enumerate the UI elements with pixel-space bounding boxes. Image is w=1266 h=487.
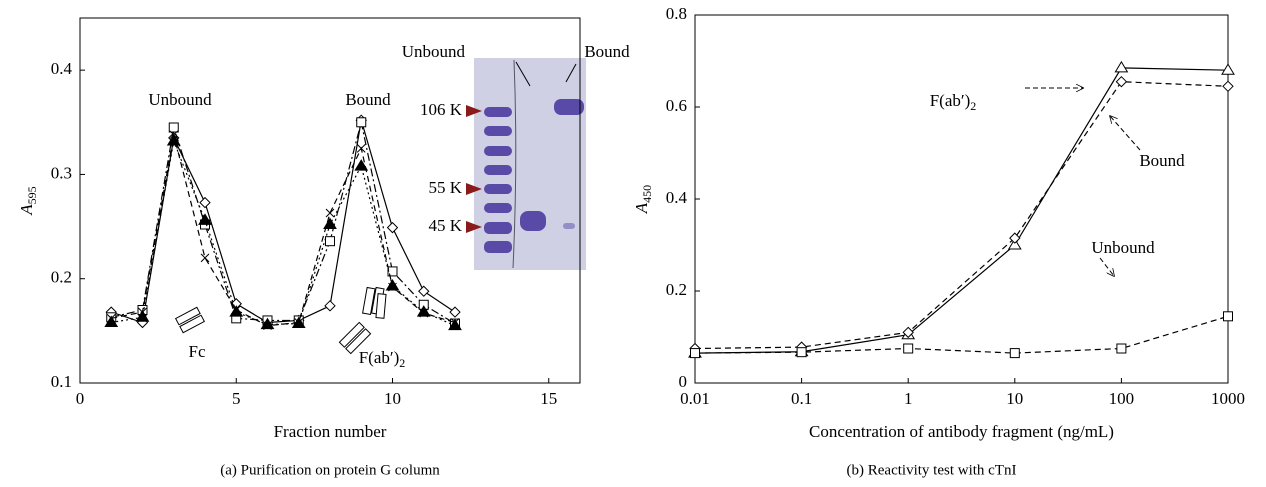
marker [1115,75,1128,88]
y-tick-label: 0.1 [51,372,72,391]
marker [1009,232,1021,244]
marker [356,117,367,128]
y-axis-label-sub: 450 [640,185,654,203]
marker [419,308,429,318]
marker [1116,343,1127,354]
marker [1114,60,1129,73]
annotation: F(ab′)2 [359,348,406,370]
marker [386,221,399,234]
marker [1007,238,1022,250]
plot-frame [79,17,581,384]
y-axis-label-main: A [632,202,651,214]
marker [1009,348,1020,359]
inset-label: Bound [584,42,630,61]
series-line [694,315,1229,354]
marker [106,313,116,323]
x-tick-label: 100 [1109,389,1135,408]
marker [1221,63,1235,75]
plot-frame [694,14,1229,384]
annotation: Fc [189,342,206,361]
marker [324,300,336,312]
annotation-arrow [1099,257,1114,276]
annotation-main: F(ab′) [930,91,971,110]
x-tick-label: 0 [76,389,85,408]
annotation: Unbound [1091,238,1155,257]
annotation-sub: 2 [970,99,976,113]
inset-label: 45 K [428,216,462,235]
series-line [111,122,456,325]
marker [198,213,212,225]
y-tick-label: 0.6 [666,96,687,115]
annotation: Bound [1139,151,1185,170]
y-tick-label: 0 [679,372,688,391]
y-tick-label: 0.4 [51,59,73,78]
caption: (b) Reactivity test with cTnI [847,462,1017,478]
inset-label: 106 K [420,100,463,119]
x-tick-label: 15 [540,389,557,408]
marker [449,306,461,318]
marker [418,285,430,297]
caption: (a) Purification on protein G column [220,462,440,478]
series-line [111,120,456,324]
y-axis-label: A595 [17,186,39,215]
y-axis-label-sub: 595 [25,186,39,204]
annotation-main: F(ab′) [359,348,400,367]
marker [325,236,335,247]
series-line [111,134,456,327]
series-line [111,138,456,327]
x-tick-label: 1000 [1211,389,1245,408]
y-tick-label: 0.4 [666,188,688,207]
gel-inset [466,58,586,270]
marker [1222,80,1234,93]
y-axis-label-main: A [17,204,36,216]
x-axis-label: Concentration of antibody fragment (ng/m… [809,422,1114,441]
x-tick-label: 10 [384,389,401,408]
x-tick-label: 0.01 [680,389,710,408]
annotation-arrow [1110,116,1141,151]
x-tick-label: 1 [904,389,913,408]
x-tick-label: 10 [1006,389,1023,408]
marker [388,282,397,292]
marker [135,310,150,322]
marker [450,318,460,327]
x-axis-label: Fraction number [274,422,387,441]
y-tick-label: 0.2 [666,280,687,299]
inset-label: 55 K [428,178,462,197]
marker [903,343,914,354]
marker [354,159,369,171]
marker [325,208,335,218]
marker [168,122,179,133]
annotation-sub: 2 [399,356,405,370]
marker [323,217,337,229]
y-tick-label: 0.2 [51,268,72,287]
marker [199,196,211,209]
x-tick-label: 5 [232,389,241,408]
inset-label: Unbound [402,42,466,61]
marker [166,134,181,146]
marker [902,326,914,339]
marker [448,318,462,331]
marker [200,253,210,263]
y-axis-label: A450 [632,185,654,214]
marker [356,144,366,153]
marker [263,321,272,330]
marker [690,348,700,359]
icons [174,286,387,355]
y-tick-label: 0.8 [666,4,687,23]
annotation: Unbound [148,90,212,109]
marker [387,266,398,277]
annotation: Bound [345,90,391,109]
marker [138,307,147,317]
annotation: F(ab′)2 [930,91,977,113]
x-tick-label: 0.1 [791,389,812,408]
y-tick-label: 0.3 [51,163,72,182]
marker [294,318,304,327]
marker [796,347,807,358]
marker [169,130,179,140]
marker [231,305,241,315]
series-line [694,81,1229,350]
series-line [694,67,1229,354]
marker [1223,311,1233,322]
